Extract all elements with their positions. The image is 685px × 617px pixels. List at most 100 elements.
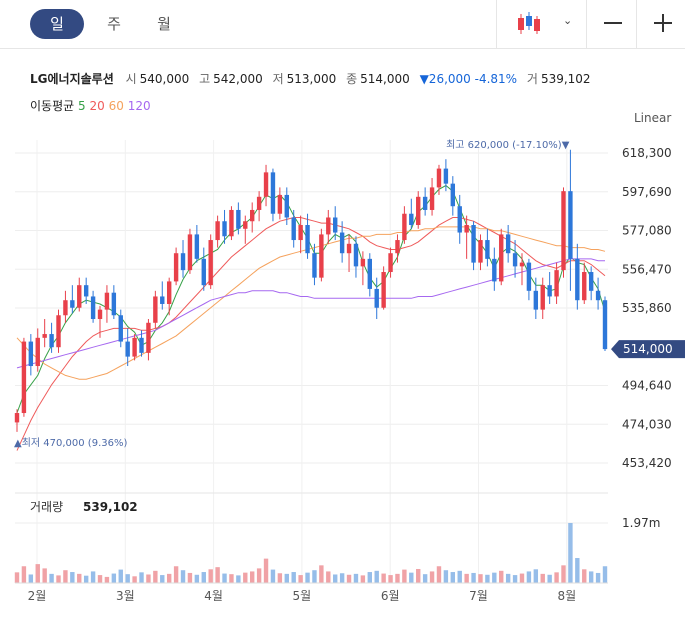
candle-body — [326, 217, 331, 235]
candle-body — [519, 262, 525, 267]
candle-body — [160, 296, 165, 304]
candle-body — [429, 187, 435, 210]
scale-toggle[interactable]: Linear — [634, 111, 672, 125]
candle-body — [35, 337, 40, 367]
candle-body — [575, 258, 580, 301]
volume-bar — [561, 565, 566, 583]
candle-body — [450, 183, 456, 207]
candle-body — [21, 341, 27, 414]
volume-bar — [187, 572, 193, 583]
candle-body — [70, 300, 75, 308]
candle-body — [339, 232, 345, 254]
candle-body — [187, 234, 193, 271]
volume-bar — [588, 571, 594, 583]
volume-bar — [49, 573, 54, 583]
top-toolbar: 일 주 월 ⌄ — [0, 0, 685, 49]
ma-5: 5 — [78, 99, 86, 113]
volume-bar — [388, 575, 393, 583]
volume-bar — [70, 572, 75, 583]
volume-bar — [42, 568, 47, 583]
volume-bar — [291, 572, 296, 583]
moving-average-legend[interactable]: 이동평균 5 20 60 120 — [30, 97, 151, 114]
current-price-badge — [611, 340, 685, 359]
tab-monthly[interactable]: 월 — [157, 15, 171, 33]
volume-bar — [381, 573, 386, 583]
chart-type-button[interactable]: ⌄ — [496, 0, 587, 48]
volume-bar — [443, 570, 449, 583]
x-tick-label: 4월 — [204, 589, 223, 603]
candle-body — [49, 334, 54, 348]
candle-body — [416, 196, 421, 226]
high-value: 542,000 — [213, 72, 263, 86]
y-tick-label: 556,470 — [622, 262, 672, 276]
tab-weekly[interactable]: 주 — [107, 15, 121, 33]
volume-bar — [97, 575, 103, 583]
candle-body — [395, 240, 400, 254]
y-tick-label: 453,420 — [622, 456, 672, 470]
close-label: 종 — [346, 72, 358, 86]
candle-body — [222, 221, 227, 237]
volume-bar — [160, 575, 165, 583]
candle-body — [229, 209, 234, 237]
candle-body — [568, 191, 573, 259]
zoom-in-button[interactable] — [636, 0, 685, 48]
volume-bar — [450, 572, 456, 583]
volume-bar — [519, 573, 525, 583]
candle-body — [243, 221, 248, 229]
volume-bar — [111, 573, 117, 583]
y-tick-label: 494,640 — [622, 379, 672, 393]
high-label: 고 — [199, 72, 211, 86]
volume-bar — [402, 569, 407, 583]
volume-bar — [229, 574, 234, 583]
candle-body — [561, 191, 566, 271]
ma-line-120 — [16, 258, 605, 369]
volume-bar — [575, 558, 580, 583]
volume-bar — [90, 571, 96, 583]
ma-line-60 — [16, 226, 606, 380]
candle-body — [346, 243, 352, 254]
tab-daily[interactable]: 일 — [30, 9, 84, 39]
volume-bar — [416, 568, 421, 583]
x-tick-label: 7월 — [469, 589, 488, 603]
volume-bar — [374, 570, 379, 583]
volume-bar — [104, 576, 110, 583]
candle-body — [533, 290, 539, 310]
candle-body — [367, 258, 372, 289]
candle-body — [602, 300, 608, 350]
candle-body — [125, 341, 130, 357]
candle-body — [14, 413, 20, 423]
candle-body — [208, 240, 213, 286]
candle-body — [97, 309, 103, 320]
volume-bar — [409, 572, 414, 583]
volume-bar — [333, 574, 338, 583]
low-annotation: ▲최저 470,000 (9.36%) — [14, 437, 127, 449]
volume-bar — [83, 575, 89, 583]
candle-body — [83, 285, 89, 297]
volume-bar — [499, 570, 504, 583]
volume-bar — [208, 569, 213, 583]
volume-bar — [367, 572, 372, 583]
candle-body — [111, 292, 117, 316]
ma-60: 60 — [108, 99, 124, 113]
volume-bar — [526, 571, 532, 583]
candle-body — [554, 270, 559, 297]
zoom-out-button[interactable] — [586, 0, 637, 48]
candle-body — [28, 341, 34, 367]
volume-bar — [339, 573, 345, 583]
volume-bar — [492, 572, 497, 583]
volume-bar — [166, 573, 172, 583]
candle-body — [333, 217, 338, 233]
stock-name: LG에너지솔루션 — [30, 72, 114, 86]
volume-bar — [505, 573, 511, 583]
low-label: 저 — [272, 72, 284, 86]
volume-bar — [305, 572, 310, 583]
volume-bar — [21, 566, 27, 583]
high-annotation: 최고 620,000 (-17.10%)▼ — [446, 139, 570, 151]
candle-body — [236, 209, 241, 229]
low-value: 513,000 — [286, 72, 337, 86]
volume-bar — [312, 570, 317, 583]
volume-bar — [222, 573, 227, 583]
candle-body — [492, 258, 497, 282]
candle-body — [63, 300, 68, 316]
